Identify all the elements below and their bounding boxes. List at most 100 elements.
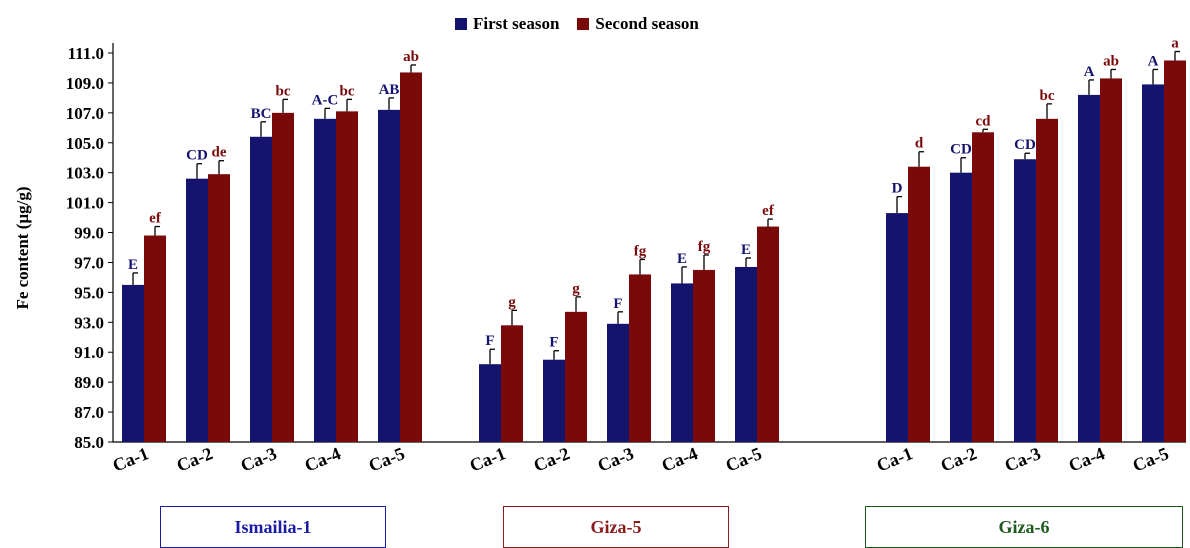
bar-first-season [479, 364, 501, 442]
legend-swatch-second-season [577, 18, 590, 30]
group-box-giza-5: Giza-5 [503, 506, 729, 548]
x-tick-label: Ca-2 [531, 443, 573, 475]
x-tick-label: Ca-5 [723, 443, 765, 475]
x-tick-label: Ca-4 [302, 443, 344, 475]
bar-first-season [671, 283, 693, 442]
group-box-giza-6: Giza-6 [865, 506, 1183, 548]
y-tick-label: 89.0 [74, 373, 104, 392]
chart-legend: First season Second season [455, 14, 699, 34]
x-tick-label: Ca-3 [238, 443, 280, 475]
bar-first-season [314, 118, 336, 442]
bar-second-season [693, 269, 715, 442]
significance-label: g [508, 294, 516, 310]
legend-label-second-season: Second season [595, 14, 699, 33]
x-tick-label: Ca-5 [366, 443, 408, 475]
x-tick-label: Ca-2 [938, 443, 980, 475]
y-tick-label: 99.0 [74, 224, 104, 243]
significance-label: fg [634, 243, 647, 259]
bar-second-season [501, 325, 523, 442]
x-tick-label: Ca-2 [174, 443, 216, 475]
bar-first-season [1142, 84, 1164, 443]
significance-label: E [741, 242, 751, 258]
significance-label: fg [698, 239, 711, 255]
x-tick-label: Ca-1 [467, 443, 509, 475]
y-tick-label: 87.0 [74, 403, 104, 422]
bar-second-season [1100, 78, 1122, 442]
x-tick-label: Ca-3 [595, 443, 637, 475]
x-tick-label: Ca-1 [110, 443, 152, 475]
significance-label: ef [149, 211, 162, 227]
significance-label: ab [403, 49, 419, 65]
x-tick-label: Ca-5 [1130, 443, 1172, 475]
y-tick-label: 91.0 [74, 343, 104, 362]
group-box-ismailia-1: Ismailia-1 [160, 506, 386, 548]
bar-second-season [757, 226, 779, 442]
group-label-ismailia-1: Ismailia-1 [234, 516, 312, 537]
bar-first-season [1014, 159, 1036, 442]
significance-label: bc [276, 83, 291, 99]
y-tick-label: 109.0 [66, 74, 104, 93]
bar-second-season [272, 112, 294, 442]
x-tick-label: Ca-4 [1066, 443, 1108, 475]
y-tick-label: 101.0 [66, 194, 104, 213]
bar-second-season [972, 132, 994, 443]
legend-label-first-season: First season [473, 14, 560, 33]
significance-label: bc [340, 83, 355, 99]
significance-label: g [572, 281, 580, 297]
group-label-giza-6: Giza-6 [998, 516, 1050, 537]
bar-second-season [1164, 60, 1186, 442]
bar-second-season [144, 235, 166, 442]
y-tick-label: 93.0 [74, 313, 104, 332]
significance-label: CD [950, 142, 972, 158]
significance-label: A [1148, 53, 1159, 69]
y-tick-label: 105.0 [66, 134, 104, 153]
legend-swatch-first-season [455, 18, 467, 30]
x-tick-label: Ca-3 [1002, 443, 1044, 475]
y-tick-label: 111.0 [68, 44, 104, 63]
significance-label: F [613, 296, 622, 312]
legend-item-first-season: First season [455, 14, 559, 34]
significance-label: ef [762, 203, 775, 219]
bar-first-season [1078, 94, 1100, 443]
bar-first-season [607, 323, 629, 442]
x-tick-label: Ca-4 [659, 443, 701, 475]
y-tick-label: 103.0 [66, 164, 104, 183]
bar-second-season [629, 274, 651, 442]
x-tick-label: Ca-1 [874, 443, 916, 475]
significance-label: E [128, 257, 138, 273]
bar-first-season [378, 109, 400, 442]
bar-first-season [735, 266, 757, 442]
y-tick-label: 107.0 [66, 104, 104, 123]
y-tick-label: 97.0 [74, 253, 104, 272]
bar-first-season [543, 359, 565, 442]
significance-label: E [677, 251, 687, 267]
y-tick-label: 95.0 [74, 283, 104, 302]
significance-label: BC [251, 106, 272, 122]
bar-second-season [1036, 118, 1058, 442]
bar-first-season [250, 136, 272, 443]
bar-second-season [400, 72, 422, 442]
significance-label: AB [379, 82, 400, 98]
significance-label: a [1171, 36, 1179, 52]
significance-label: F [549, 335, 558, 351]
bar-first-season [886, 213, 908, 442]
bar-second-season [208, 174, 230, 442]
group-label-giza-5: Giza-5 [590, 516, 642, 537]
legend-item-second-season: Second season [577, 14, 699, 34]
significance-label: de [212, 145, 227, 161]
significance-label: ab [1103, 53, 1119, 69]
bar-first-season [950, 172, 972, 442]
bar-second-season [908, 166, 930, 442]
significance-label: CD [186, 148, 208, 164]
significance-label: d [915, 136, 924, 152]
bar-second-season [336, 111, 358, 442]
bar-first-season [122, 284, 144, 442]
y-axis-title: Fe content (µg/g) [13, 186, 32, 309]
significance-label: cd [976, 113, 992, 129]
significance-label: bc [1040, 88, 1055, 104]
bar-second-season [565, 311, 587, 442]
significance-label: A [1084, 64, 1095, 80]
significance-label: D [892, 181, 903, 197]
bar-first-season [186, 178, 208, 442]
